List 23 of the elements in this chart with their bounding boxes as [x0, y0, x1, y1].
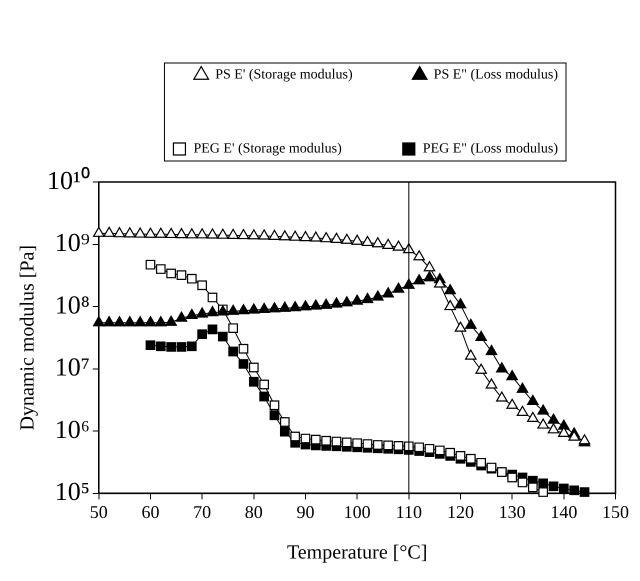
x-tick-label: 140	[550, 502, 578, 522]
x-tick-label: 110	[396, 502, 422, 522]
x-tick-label: 80	[244, 502, 263, 522]
y-axis-title: Dynamic modulus [Pa]	[16, 244, 38, 430]
y-tick-label: 10⁵	[54, 477, 90, 506]
x-tick-label: 60	[141, 502, 160, 522]
x-tick-label: 100	[344, 502, 371, 522]
y-tick-label: 10⁷	[54, 352, 90, 382]
legend-label: PEG E' (Storage modulus)	[193, 142, 342, 157]
legend-label: PS E" (Loss modulus)	[434, 68, 558, 83]
y-tick-label: 10⁹	[54, 228, 90, 258]
x-tick-label: 130	[498, 502, 526, 522]
legend-label: PEG E" (Loss modulus)	[422, 142, 558, 157]
x-tick-label: 50	[90, 502, 108, 522]
x-tick-label: 70	[193, 502, 212, 522]
x-tick-label: 150	[602, 502, 629, 522]
x-tick-label: 90	[296, 502, 314, 522]
y-tick-label: 10⁶	[54, 414, 90, 444]
legend-label: PS E' (Storage modulus)	[215, 68, 353, 83]
x-tick-label: 120	[446, 502, 474, 522]
x-axis-title: Temperature [°C]	[286, 541, 428, 564]
y-tick-label: 10⁸	[54, 290, 90, 320]
y-tick-label: 10¹⁰	[47, 166, 90, 195]
